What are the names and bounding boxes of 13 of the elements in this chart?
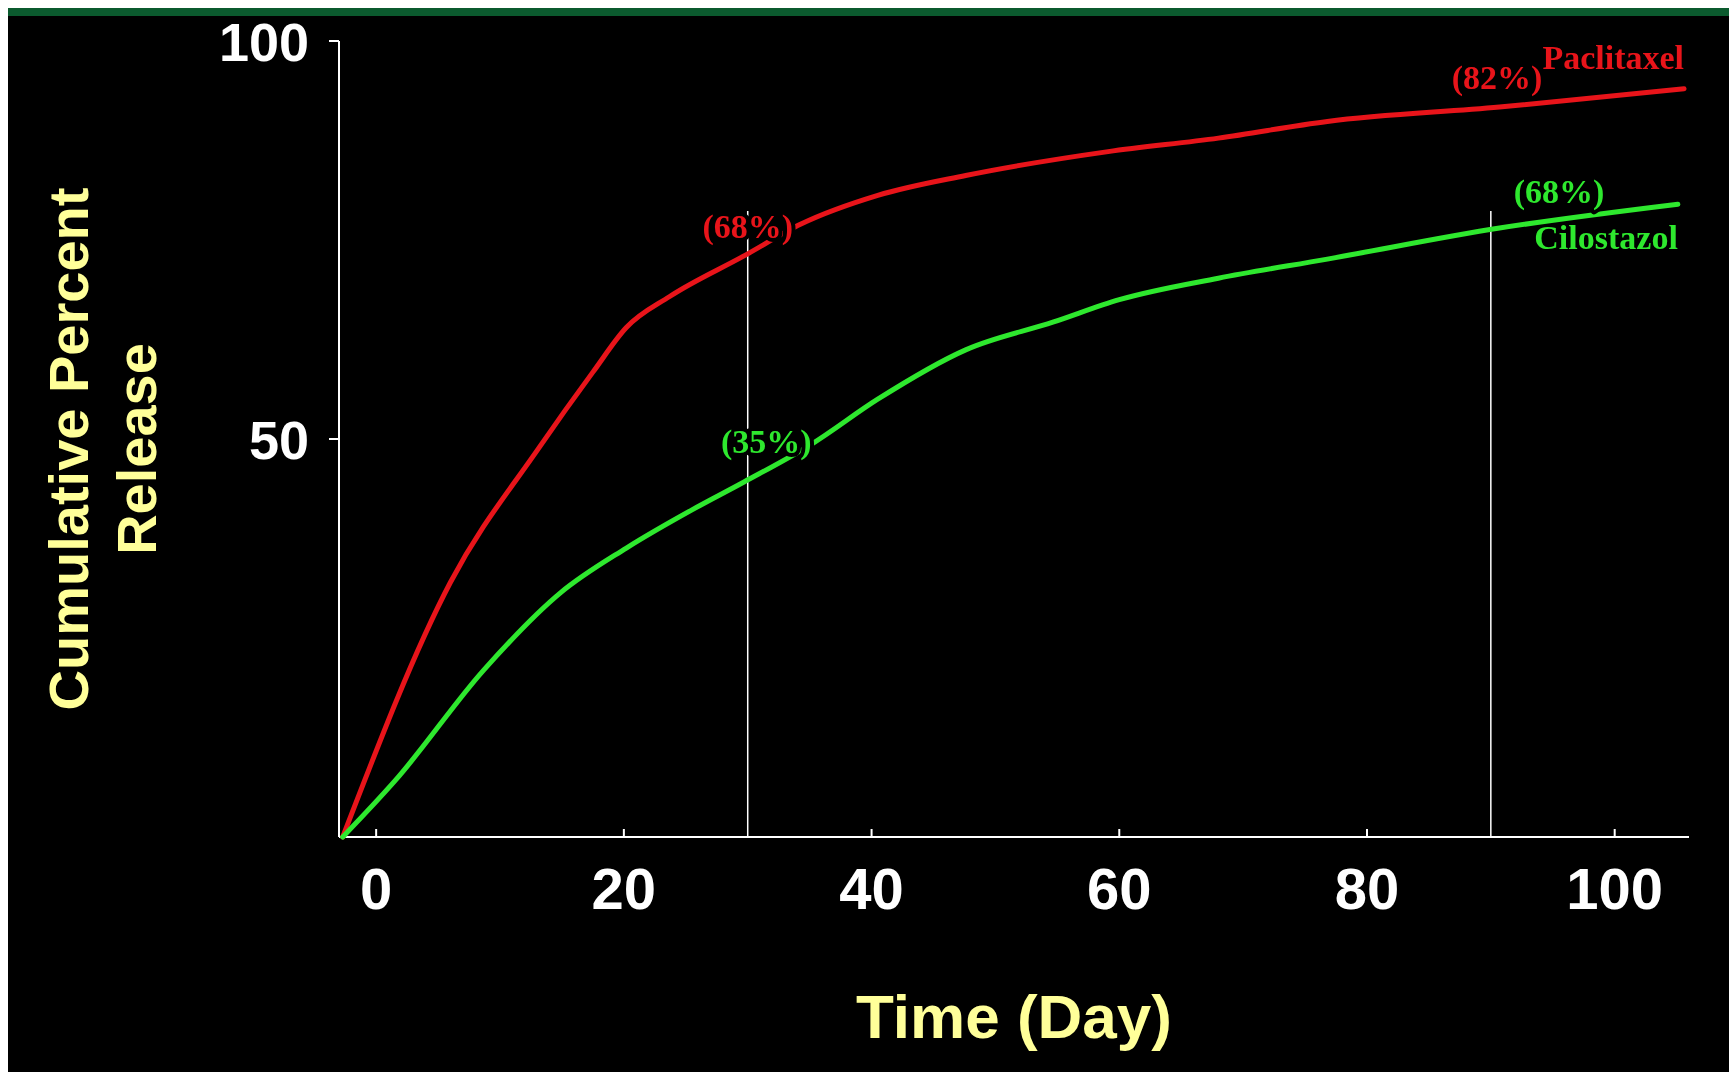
series-label: Cilostazol [1534, 219, 1678, 257]
x-tick-label: 100 [1566, 856, 1664, 921]
annotation: (68%) [1513, 172, 1605, 211]
x-tick-label: 0 [360, 856, 393, 921]
y-tick-label: 50 [248, 410, 309, 470]
series-label: Paclitaxel [1542, 38, 1685, 76]
annotation: (82%) [1451, 59, 1543, 98]
x-axis-title: Time (Day) [856, 982, 1172, 1051]
x-tick-label: 60 [1087, 856, 1152, 921]
y-axis-title: Cumulative Percent Release [37, 187, 168, 711]
x-tick-label: 80 [1334, 856, 1400, 921]
x-tick-label: 20 [591, 856, 657, 921]
x-tick-label: 40 [839, 856, 904, 921]
